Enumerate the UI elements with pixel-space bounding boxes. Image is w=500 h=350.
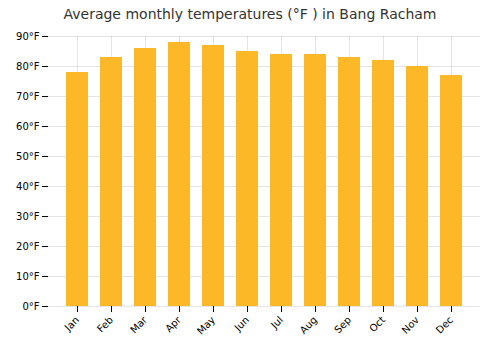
svg-text:Sep: Sep bbox=[332, 314, 353, 335]
svg-text:60°F: 60°F bbox=[16, 121, 40, 132]
svg-text:Oct: Oct bbox=[367, 314, 387, 334]
svg-text:0°F: 0°F bbox=[22, 301, 39, 312]
svg-text:80°F: 80°F bbox=[16, 61, 40, 72]
svg-text:90°F: 90°F bbox=[16, 31, 40, 42]
html-text:Average monthly temperatures (: Average monthly temperatures (°F ) in Ba… bbox=[63, 6, 437, 22]
svg-text:Nov: Nov bbox=[400, 314, 422, 336]
svg-text:Mar: Mar bbox=[128, 314, 150, 336]
svg-text:Jul: Jul bbox=[268, 314, 285, 331]
svg-text:40°F: 40°F bbox=[16, 181, 40, 192]
svg-text:20°F: 20°F bbox=[16, 241, 40, 252]
svg-text:May: May bbox=[195, 314, 217, 336]
svg-text:Jan: Jan bbox=[62, 314, 81, 333]
svg-text:50°F: 50°F bbox=[16, 151, 40, 162]
svg-text:Feb: Feb bbox=[95, 314, 115, 334]
svg-text:Dec: Dec bbox=[434, 314, 455, 335]
svg-text:Jun: Jun bbox=[232, 314, 252, 334]
svg-text:Aug: Aug bbox=[298, 314, 320, 336]
svg-text:30°F: 30°F bbox=[16, 211, 40, 222]
svg-text:10°F: 10°F bbox=[16, 271, 40, 282]
svg-text:70°F: 70°F bbox=[16, 91, 40, 102]
svg-text:Apr: Apr bbox=[163, 314, 184, 335]
